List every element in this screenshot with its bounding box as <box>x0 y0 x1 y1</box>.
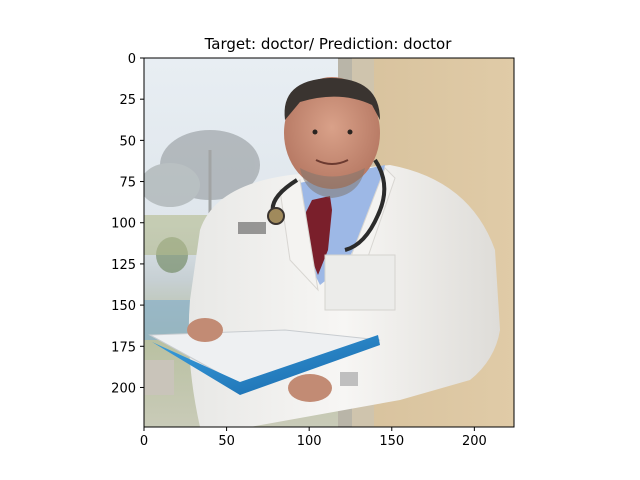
plot-frame <box>143 57 515 428</box>
left-eye <box>312 129 318 135</box>
y-tick-label: 25 <box>119 93 136 108</box>
hair <box>284 78 380 120</box>
x-tick-label: 100 <box>297 434 322 449</box>
doctor-photo <box>144 58 514 427</box>
y-tick-label: 50 <box>119 134 136 149</box>
x-tick-label: 0 <box>140 434 148 449</box>
x-tick-label: 50 <box>218 434 235 449</box>
y-tick-label: 150 <box>111 299 136 314</box>
right-eye <box>347 129 353 135</box>
y-tick-label: 125 <box>111 258 136 273</box>
coat-pocket <box>324 254 396 311</box>
x-tick-label: 150 <box>379 434 404 449</box>
x-tick-label: 200 <box>462 434 487 449</box>
smile <box>315 159 349 165</box>
x-axis: 0 50 100 150 200 <box>140 427 487 449</box>
blue-folder <box>152 335 380 395</box>
face <box>284 77 380 189</box>
watch <box>340 372 358 386</box>
left-hand <box>187 318 223 342</box>
desk-item <box>144 360 174 395</box>
y-tick-label: 75 <box>119 176 136 191</box>
y-tick-label: 175 <box>111 340 136 355</box>
y-tick-label: 100 <box>111 217 136 232</box>
y-tick-label: 200 <box>111 381 136 396</box>
beard <box>300 168 365 198</box>
figure-title: Target: doctor/ Prediction: doctor <box>204 35 453 53</box>
stethoscope-chest-piece <box>267 207 285 225</box>
y-tick-label: 0 <box>128 52 136 67</box>
name-embroidery <box>238 222 266 234</box>
y-axis: 0 25 50 75 100 125 150 175 200 <box>111 52 144 396</box>
right-hand <box>288 374 332 402</box>
